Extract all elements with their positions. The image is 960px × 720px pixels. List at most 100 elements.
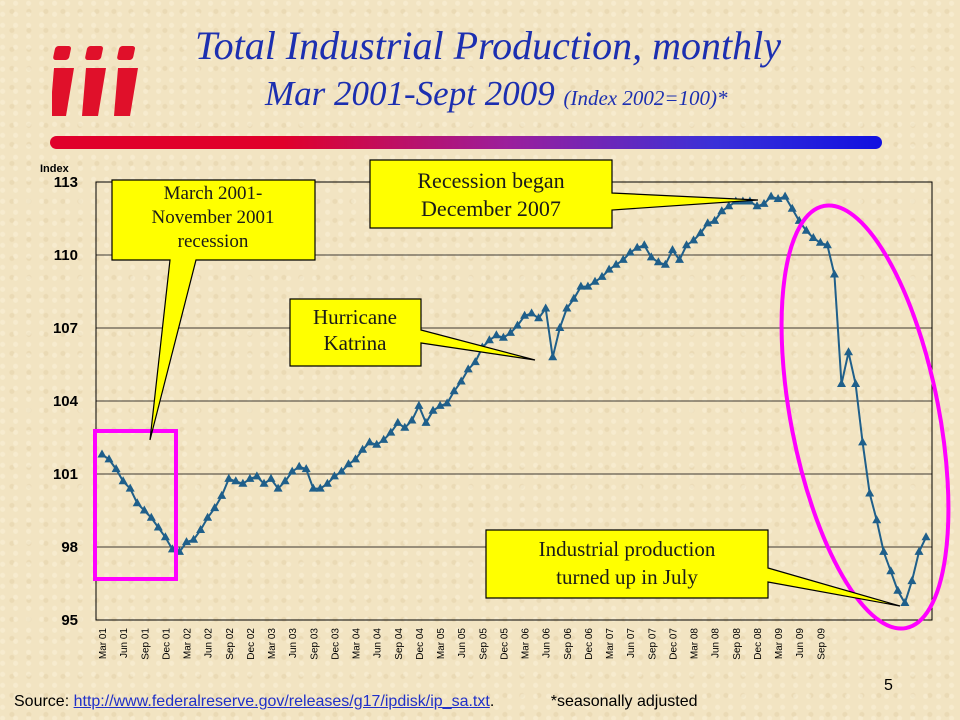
callout-recession-2001-line3: recession — [178, 231, 249, 252]
data-point — [414, 400, 424, 409]
data-point — [872, 515, 882, 524]
data-point — [759, 198, 769, 207]
data-point — [153, 522, 163, 531]
data-point — [280, 476, 290, 485]
data-point — [351, 454, 360, 463]
data-point — [456, 376, 466, 385]
data-point — [590, 276, 600, 285]
x-tick-label: Dec 02 — [246, 628, 257, 660]
callout-turnup-line1: Industrial production — [539, 537, 716, 561]
data-point — [787, 203, 797, 212]
x-tick-label: Sep 01 — [140, 628, 151, 660]
x-tick-label: Jun 08 — [711, 628, 722, 658]
data-point — [858, 437, 868, 446]
chart-title: Total Industrial Production, monthly — [195, 23, 781, 68]
data-point — [780, 191, 790, 200]
data-point — [682, 240, 691, 249]
gridlines — [96, 254, 932, 548]
source-link[interactable]: http://www.federalreserve.gov/releases/g… — [73, 693, 490, 710]
data-point — [506, 327, 515, 336]
y-tick-label: 101 — [53, 466, 78, 483]
data-point — [576, 281, 586, 290]
y-tick-label: 95 — [61, 612, 78, 629]
recession-2008-highlight-ellipse — [779, 203, 951, 631]
x-tick-label: Sep 04 — [394, 628, 405, 660]
y-tick-label: 98 — [61, 539, 78, 556]
data-point — [146, 512, 156, 521]
data-point — [801, 225, 811, 234]
data-point — [703, 218, 713, 227]
callout-recession-2007-line2: December 2007 — [421, 196, 561, 221]
x-tick-label: Jun 07 — [626, 628, 637, 658]
data-point — [111, 464, 121, 473]
y-tick-labels: 95 98 101 104 107 110 113 — [53, 174, 79, 629]
data-point — [266, 473, 276, 482]
title-divider — [50, 136, 882, 149]
data-point — [907, 576, 917, 585]
data-point — [259, 478, 269, 487]
data-point — [851, 379, 861, 387]
data-point — [238, 478, 248, 487]
data-point — [435, 400, 445, 409]
source-label: Source: — [14, 693, 70, 710]
callout-recession-2001: March 2001- November 2001 recession — [111, 179, 316, 441]
x-tick-label: Sep 03 — [309, 628, 320, 660]
callout-recession-2001-line2: November 2001 — [152, 207, 275, 228]
source-footer: Source: http://www.federalreserve.gov/re… — [14, 693, 697, 711]
data-point — [273, 483, 283, 492]
data-point — [294, 461, 304, 470]
data-point — [449, 386, 459, 395]
data-point — [118, 476, 128, 485]
data-point — [773, 194, 783, 202]
x-tick-label: Dec 06 — [584, 628, 595, 660]
source-tail: . — [489, 693, 495, 710]
data-point — [125, 483, 135, 492]
data-point — [329, 471, 339, 480]
data-point — [97, 449, 107, 458]
data-point — [189, 534, 199, 543]
data-point — [337, 466, 346, 475]
x-tick-label: Mar 02 — [183, 628, 194, 660]
iii-logo — [52, 46, 138, 116]
data-point — [245, 473, 255, 482]
data-point — [484, 335, 494, 344]
data-point — [879, 546, 889, 555]
x-tick-label: Dec 05 — [499, 628, 510, 660]
data-point — [421, 417, 431, 426]
data-point — [660, 259, 670, 268]
data-point — [132, 498, 142, 507]
data-point — [583, 281, 593, 290]
data-point — [287, 466, 297, 475]
data-point — [555, 323, 565, 331]
x-tick-label: Jun 02 — [204, 628, 215, 658]
slide-number: 5 — [884, 677, 893, 694]
data-point — [182, 537, 191, 546]
data-point — [160, 532, 170, 541]
data-point — [597, 271, 607, 280]
data-point — [252, 471, 262, 480]
subtitle-index-note: (Index 2002=100)* — [563, 86, 728, 110]
x-tick-label: Mar 05 — [436, 628, 447, 660]
x-tick-label: Mar 09 — [774, 628, 785, 660]
data-point — [217, 490, 227, 499]
data-point — [534, 313, 544, 322]
data-point — [829, 269, 839, 278]
data-point — [562, 303, 572, 312]
data-point — [498, 332, 508, 341]
data-point — [513, 320, 522, 329]
data-point — [696, 228, 706, 237]
data-point — [632, 242, 642, 251]
data-point — [717, 206, 727, 215]
data-point — [921, 532, 931, 541]
data-point — [393, 417, 403, 426]
data-point — [541, 303, 551, 312]
data-point — [710, 215, 720, 224]
data-point — [470, 357, 480, 366]
callout-recession-2007: Recession began December 2007 — [369, 159, 759, 229]
data-point — [104, 454, 114, 463]
data-point — [407, 415, 417, 424]
callout-katrina: Hurricane Katrina — [289, 298, 536, 367]
data-point — [766, 191, 776, 200]
seasonal-note: *seasonally adjusted — [550, 693, 698, 710]
